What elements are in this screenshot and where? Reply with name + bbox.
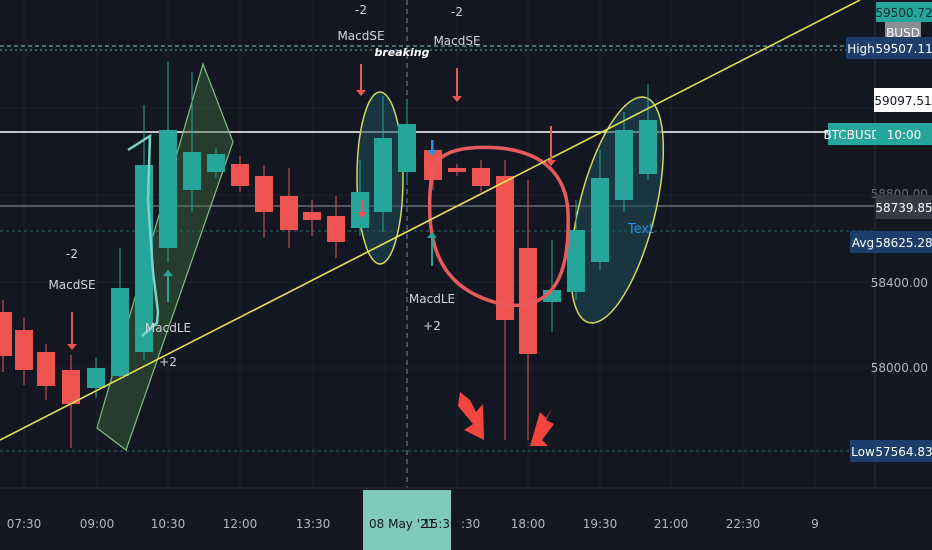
symbol-label: BTCBUSD: [823, 128, 880, 142]
signal-se-2-count: -2: [355, 3, 367, 17]
high-value: 59507.11: [875, 42, 932, 56]
time-axis[interactable]: [0, 488, 932, 550]
candle-22[interactable]: [519, 248, 537, 354]
symbol-countdown: 10:00: [887, 128, 922, 142]
candle-4[interactable]: [87, 368, 105, 388]
crosshair-date: 08 May '21: [369, 517, 435, 531]
signal-arrow-3: [546, 126, 556, 166]
candle-10[interactable]: [231, 164, 249, 186]
candle-5[interactable]: [111, 288, 129, 376]
signal-arrow-7: [427, 140, 437, 156]
time-tick-1330: 13:30: [296, 517, 331, 531]
signal-arrow-5: [427, 232, 437, 266]
candle-0[interactable]: [0, 312, 12, 356]
signal-se-1: -2 MacdSE: [48, 247, 95, 292]
signal-le-1-count: +2: [159, 355, 177, 369]
time-tick-0730: 07:30: [7, 517, 42, 531]
candle-24[interactable]: [567, 230, 585, 292]
symbol-tag: BTCBUSD 10:00: [823, 123, 932, 145]
candle-12[interactable]: [280, 196, 298, 230]
signal-se-3-count: -2: [451, 5, 463, 19]
signal-se-3-label: MacdSE: [433, 34, 480, 48]
signal-arrow-2: [452, 68, 462, 102]
candle-11[interactable]: [255, 176, 273, 212]
candle-20[interactable]: [472, 168, 490, 186]
signal-le-2-count: +2: [423, 319, 441, 333]
cursor-price-tag: 59097.51: [874, 88, 932, 112]
time-tick-1800: 18:00: [511, 517, 546, 531]
red-circle-drawing[interactable]: [427, 145, 570, 308]
candle-14[interactable]: [327, 216, 345, 242]
low-tag: Low 57564.83: [850, 440, 932, 462]
crosshair-price-tag: 58739.85: [875, 195, 932, 219]
signal-se-3: -2 MacdSE: [433, 5, 480, 48]
avg-label: Avg: [852, 236, 874, 250]
low-value: 57564.83: [875, 445, 932, 459]
text-drawing-label[interactable]: Text: [627, 222, 654, 237]
signal-le-2: MacdLE +2: [409, 292, 455, 333]
signal-se-1-label: MacdSE: [48, 278, 95, 292]
yellow-trend-line[interactable]: [0, 0, 861, 441]
low-label: Low: [851, 445, 875, 459]
avg-value: 58625.28: [875, 236, 932, 250]
top-price-tag: 59500.72: [875, 2, 932, 22]
time-tick-1200: 12:00: [223, 517, 258, 531]
candle-7[interactable]: [159, 130, 177, 248]
signal-markers: [67, 64, 556, 350]
time-tick-1930: 19:30: [583, 517, 618, 531]
candle-16[interactable]: [374, 138, 392, 212]
candle-1[interactable]: [15, 330, 33, 370]
time-tick-2230: 22:30: [726, 517, 761, 531]
signal-se-2-label: MacdSE: [337, 29, 384, 43]
busd-label: BUSD: [886, 26, 920, 40]
price-tick-58400: 58400.00: [871, 276, 928, 290]
red-arrow-2: [530, 408, 554, 446]
red-arrow-1: [458, 392, 484, 440]
top-price-value: 59500.72: [875, 6, 932, 20]
candle-9[interactable]: [207, 154, 225, 172]
candles: [0, 120, 657, 404]
signal-arrow-0: [67, 312, 77, 350]
candle-13[interactable]: [303, 212, 321, 220]
avg-tag: Avg 58625.28: [850, 231, 932, 253]
crosshair-price-value: 58739.85: [875, 201, 932, 215]
signal-arrow-4: [163, 270, 173, 302]
time-tick-0900: 09:00: [80, 517, 115, 531]
candle-3[interactable]: [62, 370, 80, 404]
cursor-price-value: 59097.51: [874, 94, 931, 108]
signal-le-1-label: MacdLE: [145, 321, 191, 335]
teal-trend-path[interactable]: [127, 133, 160, 337]
candle-27[interactable]: [639, 120, 657, 174]
time-tick-partial: :30: [461, 517, 480, 531]
candle-17[interactable]: [398, 124, 416, 172]
crosshair-time-tag: 08 May '21 15:30: [363, 490, 458, 550]
signal-se-2: -2 MacdSE: [337, 3, 384, 43]
candle-26[interactable]: [615, 130, 633, 200]
candle-21[interactable]: [496, 176, 514, 320]
high-label: High: [847, 42, 875, 56]
signal-le-1: MacdLE +2: [145, 321, 191, 369]
candle-8[interactable]: [183, 152, 201, 190]
candle-15[interactable]: [351, 192, 369, 228]
breaking-label: breaking: [375, 46, 430, 59]
signal-arrow-6: [357, 200, 367, 218]
price-tick-58000: 58000.00: [871, 361, 928, 375]
candle-2[interactable]: [37, 352, 55, 386]
signal-le-2-label: MacdLE: [409, 292, 455, 306]
crosshair-time: 15:30: [423, 517, 458, 531]
time-tick-9: 9: [811, 517, 819, 531]
signal-se-1-count: -2: [66, 247, 78, 261]
signal-arrow-1: [356, 64, 366, 96]
high-tag: High 59507.11: [846, 37, 932, 59]
candle-19[interactable]: [448, 168, 466, 172]
time-tick-1030: 10:30: [151, 517, 186, 531]
time-tick-2100: 21:00: [654, 517, 689, 531]
candle-25[interactable]: [591, 178, 609, 262]
